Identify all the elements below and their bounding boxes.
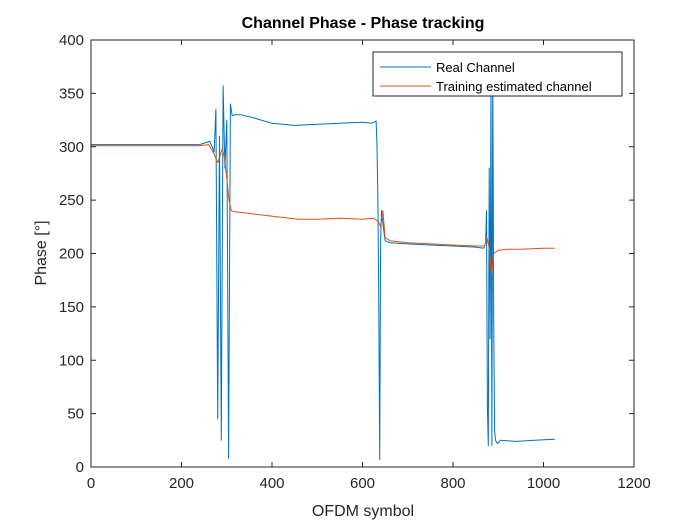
x-tick-label: 600 [350, 475, 375, 492]
x-tick-label: 1200 [617, 475, 650, 492]
y-tick-label: 150 [59, 299, 84, 316]
y-tick-label: 50 [67, 406, 84, 423]
x-axis-label: OFDM symbol [312, 503, 414, 520]
x-tick-label: 200 [169, 475, 194, 492]
y-axis-label: Phase [°] [33, 220, 50, 285]
y-tick-label: 100 [59, 352, 84, 369]
series-line-training-estimated-channel [91, 144, 555, 276]
y-tick-label: 200 [59, 246, 84, 263]
x-tick-label: 800 [440, 475, 465, 492]
y-tick-label: 300 [59, 139, 84, 156]
y-tick-label: 0 [76, 459, 84, 476]
legend-box [372, 51, 623, 97]
y-tick-label: 350 [59, 85, 84, 102]
legend-entry-label: Training estimated channel [436, 79, 592, 94]
x-tick-label: 400 [259, 475, 284, 492]
x-tick-label: 0 [87, 475, 95, 492]
y-tick-label: 400 [59, 32, 84, 49]
series-line-real-channel [91, 60, 555, 460]
plot-area: 0 200 400 600 800 1000 1200 0 50 100 150 200 250 300 3… [59, 32, 651, 492]
x-tick-label: 1000 [527, 475, 560, 492]
plot-background [91, 40, 634, 467]
legend-entry-label: Real Channel [436, 60, 515, 75]
legend: Real Channel Training estimated channel [372, 51, 623, 97]
chart-title: Channel Phase - Phase tracking [242, 15, 485, 32]
y-tick-label: 250 [59, 192, 84, 209]
